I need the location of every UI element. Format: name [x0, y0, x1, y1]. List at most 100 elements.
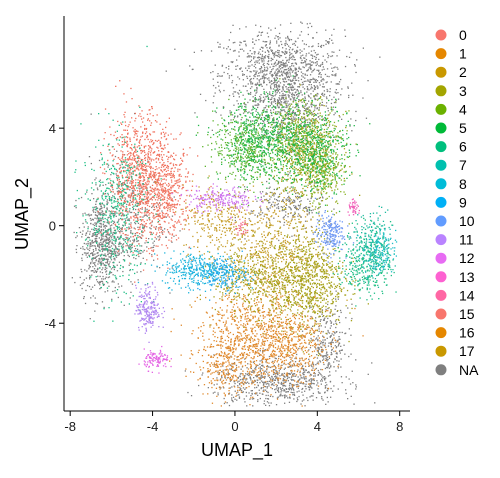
data-point [238, 51, 240, 53]
data-point [275, 369, 277, 372]
data-point [247, 119, 249, 121]
data-point [126, 188, 128, 191]
data-point [107, 251, 109, 253]
data-point [350, 353, 352, 355]
data-point [81, 257, 83, 259]
data-point [124, 198, 127, 200]
data-point [168, 184, 171, 186]
data-point [309, 206, 311, 209]
data-point [99, 185, 101, 187]
data-point [157, 159, 160, 161]
data-point [270, 102, 272, 104]
data-point [324, 355, 326, 357]
data-point [146, 246, 148, 248]
data-point [225, 328, 227, 330]
data-point [322, 118, 325, 120]
data-point [218, 75, 220, 77]
data-point [194, 112, 196, 114]
data-point [80, 268, 82, 271]
data-point [292, 384, 295, 387]
data-point [141, 149, 143, 152]
data-point [278, 66, 280, 68]
data-point [312, 367, 314, 369]
data-point [272, 372, 275, 374]
data-point [304, 207, 306, 209]
data-point [327, 345, 330, 347]
data-point [351, 317, 353, 320]
data-point [185, 199, 187, 201]
data-point [304, 60, 306, 62]
data-point [322, 377, 324, 379]
data-point [302, 86, 304, 88]
data-point [229, 376, 231, 379]
data-point [316, 357, 319, 359]
data-point [95, 249, 97, 251]
data-point [362, 47, 364, 49]
data-point [260, 213, 262, 216]
data-point [280, 206, 282, 208]
data-point [177, 170, 179, 172]
data-point [145, 168, 148, 170]
data-point [140, 180, 142, 182]
data-point [274, 94, 276, 97]
data-point [122, 246, 125, 248]
data-point [233, 320, 236, 322]
data-point [141, 206, 143, 209]
data-point [350, 52, 352, 54]
data-point [251, 53, 253, 55]
data-point [148, 175, 150, 177]
data-point [299, 83, 301, 85]
data-point [309, 110, 312, 112]
data-point [293, 205, 295, 207]
data-point [182, 211, 184, 213]
data-point [88, 254, 90, 256]
data-point [158, 167, 160, 169]
data-point [109, 213, 111, 215]
data-point [289, 69, 291, 71]
data-point [140, 271, 142, 273]
data-point [330, 81, 332, 83]
data-point [313, 372, 315, 374]
data-point [201, 374, 203, 376]
data-point [281, 374, 283, 376]
data-point [109, 189, 111, 191]
data-point [307, 79, 309, 81]
data-point [127, 159, 130, 161]
data-point [161, 190, 163, 192]
data-point [133, 195, 135, 197]
data-point [163, 190, 165, 192]
data-point [129, 167, 131, 170]
data-point [217, 394, 219, 396]
data-point [139, 157, 141, 159]
data-point [335, 355, 338, 358]
data-point [265, 221, 268, 223]
data-point [177, 200, 179, 202]
data-point [116, 270, 119, 272]
data-point [118, 181, 120, 183]
data-point [92, 252, 94, 254]
data-point [109, 250, 111, 252]
data-point [153, 159, 155, 161]
data-point [271, 378, 274, 381]
data-point [167, 160, 169, 163]
data-point [260, 70, 262, 72]
data-point [323, 358, 325, 360]
data-point [133, 240, 136, 242]
data-point [287, 376, 289, 378]
data-point [137, 236, 139, 238]
data-point [322, 197, 324, 199]
data-point [285, 153, 287, 155]
data-point [325, 321, 328, 323]
data-point [178, 178, 181, 180]
data-point [108, 276, 111, 278]
data-point [259, 360, 261, 362]
data-point [170, 179, 173, 181]
data-point [282, 378, 285, 380]
data-point [251, 83, 254, 85]
data-point [237, 385, 239, 387]
data-point [139, 228, 141, 230]
data-point [172, 173, 174, 175]
data-point [86, 256, 88, 258]
data-point [86, 285, 89, 287]
data-point [248, 382, 250, 385]
